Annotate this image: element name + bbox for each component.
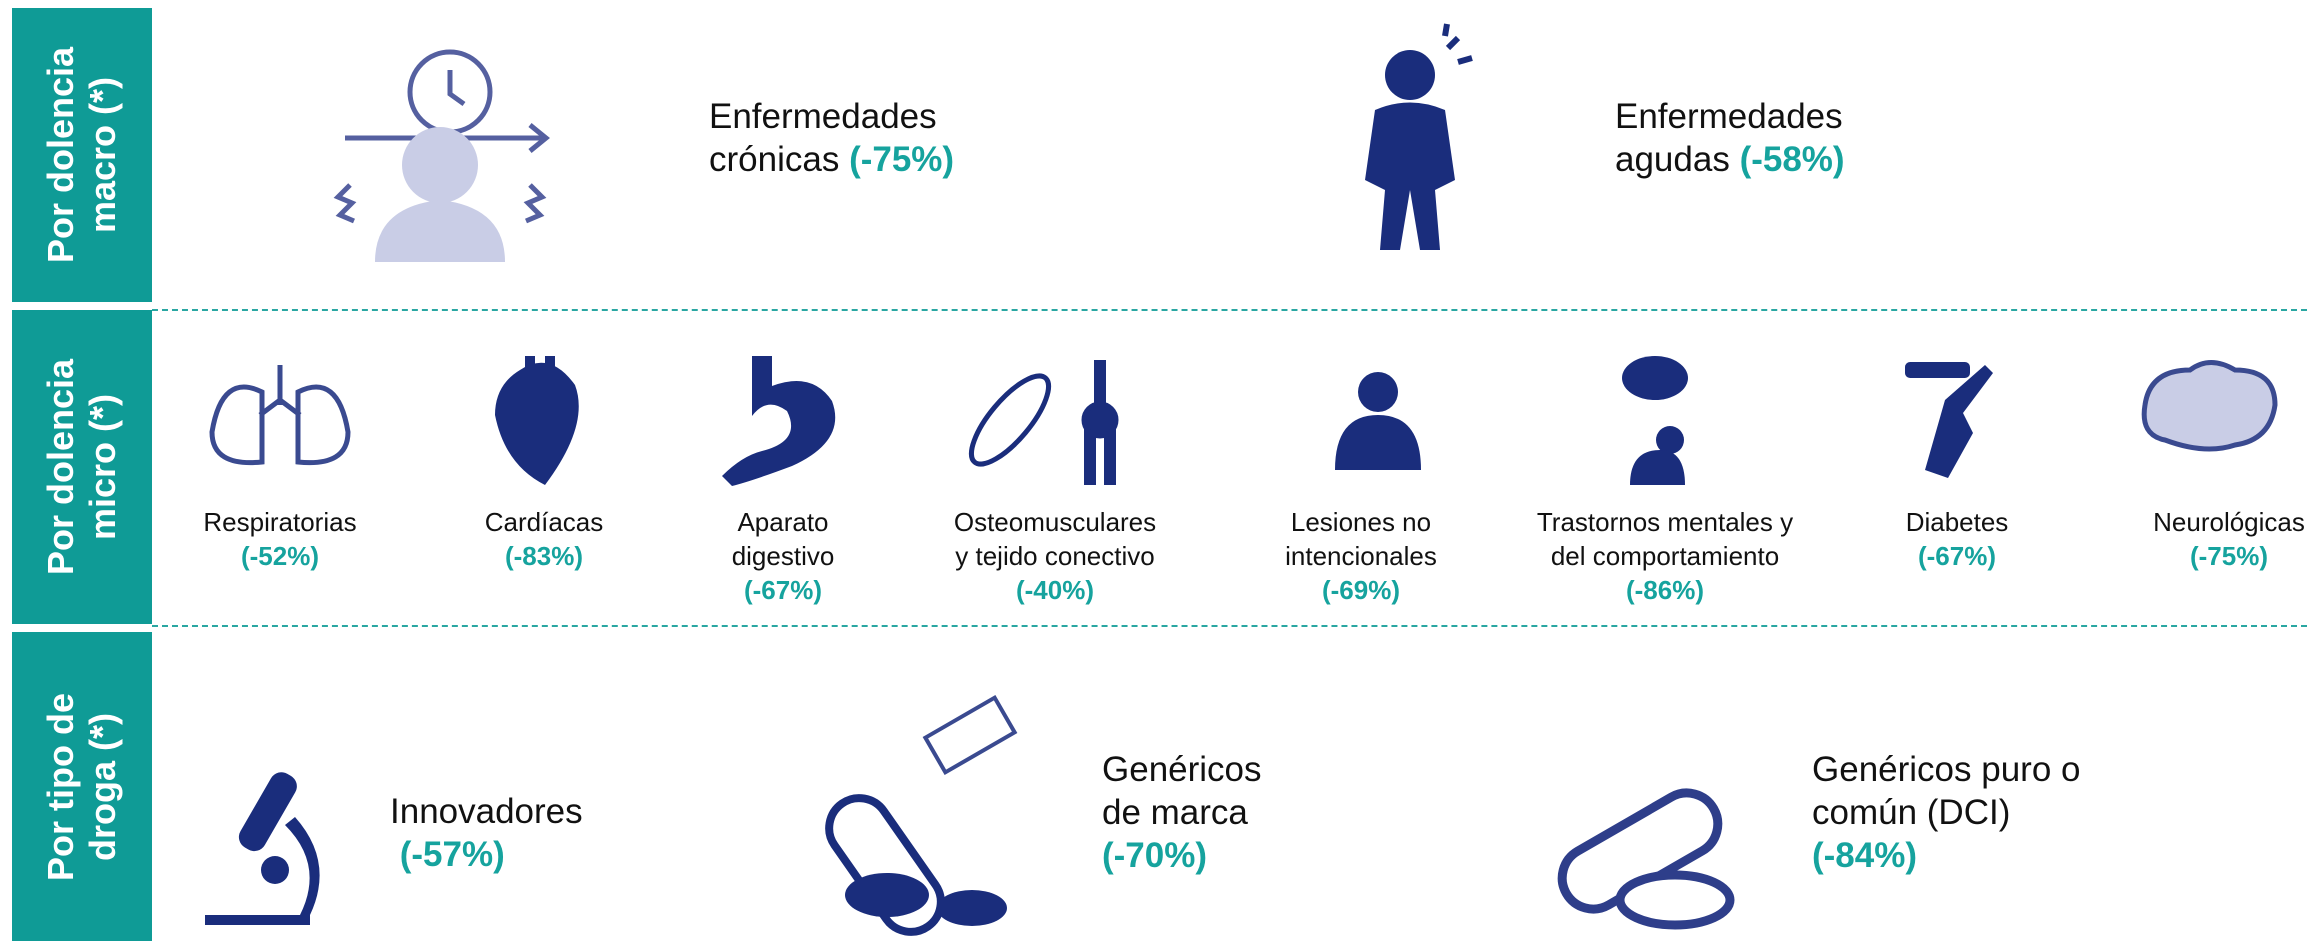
text: intencionales [1285,541,1437,571]
text: (-57%) [399,835,505,874]
lungs-icon [209,365,351,466]
text: agudas [1615,140,1730,179]
text: Cardíacas [484,507,604,537]
text: Lesiones no [1290,507,1432,537]
text: (-83%) [504,541,583,571]
text: Enfermedades [1615,97,1843,136]
micro-item: Trastornos mentales y del comportamiento (… [1505,505,1825,607]
micro-item: Respiratorias (-52%) [120,505,440,573]
text: y tejido conectivo [955,541,1155,571]
heart-icon [495,356,579,485]
item: Enfermedades crónicas (-75%) [709,95,954,181]
row-label: Por dolencia micro (*) [12,310,152,624]
item: Innovadores (-57%) [390,790,583,876]
text: (-75%) [849,140,955,179]
micro-item: Osteomusculares y tejido conectivo (-40%) [895,505,1215,607]
chronic-icon [333,49,550,262]
text: (-67%) [1917,541,1996,571]
text: de marca [1102,793,1248,832]
text: Aparato [737,507,829,537]
text: Enfermedades [709,97,937,136]
text: Trastornos mentales y [1536,507,1794,537]
text: Neurológicas [2153,507,2305,537]
text: (-86%) [1625,575,1704,605]
microscope-icon [205,772,320,925]
text: (-58%) [1739,140,1845,179]
micro-item: Aparato digestivo (-67%) [623,505,943,607]
branded-icon [825,694,1018,936]
diabetes-icon [1905,362,1993,478]
text: Osteomusculares [953,507,1157,537]
item: Genéricos puro o común (DCI) (-84%) [1812,748,2080,877]
micro-item: Cardíacas (-83%) [384,505,704,573]
row-label: Por tipo de droga (*) [12,632,152,941]
text: crónicas [709,140,840,179]
text: (-67%) [743,575,822,605]
injury-icon [1335,372,1421,470]
mental-icon [1622,356,1688,485]
micro-item: Lesiones no intencionales (-69%) [1201,505,1521,607]
row-label: Por dolencia macro (*) [12,8,152,302]
item: Enfermedades agudas (-58%) [1615,95,1845,181]
text: Genéricos puro o [1812,750,2081,789]
text: (-69%) [1321,575,1400,605]
text: (-40%) [1015,575,1094,605]
separator [152,309,2307,311]
separator [152,625,2307,627]
micro-item: Diabetes (-67%) [1797,505,2117,573]
stomach-icon [722,356,836,486]
text: (-84%) [1812,836,1918,875]
text: (-52%) [240,541,319,571]
text: Innovadores [390,792,583,831]
text: (-70%) [1102,836,1208,875]
item: Genéricos de marca (-70%) [1102,748,1262,877]
text: del comportamiento [1550,541,1780,571]
brain-icon [2141,360,2278,452]
text: común (DCI) [1812,793,2011,832]
generic-icon [1557,788,1735,930]
micro-item: Neurológicas (-75%) [2069,505,2307,573]
acute-icon [1365,23,1473,250]
musculo-icon [968,360,1119,485]
text: digestivo [731,541,835,571]
text: (-75%) [2189,541,2268,571]
text: Respiratorias [203,507,357,537]
text: Genéricos [1102,750,1262,789]
text: Diabetes [1905,507,2009,537]
